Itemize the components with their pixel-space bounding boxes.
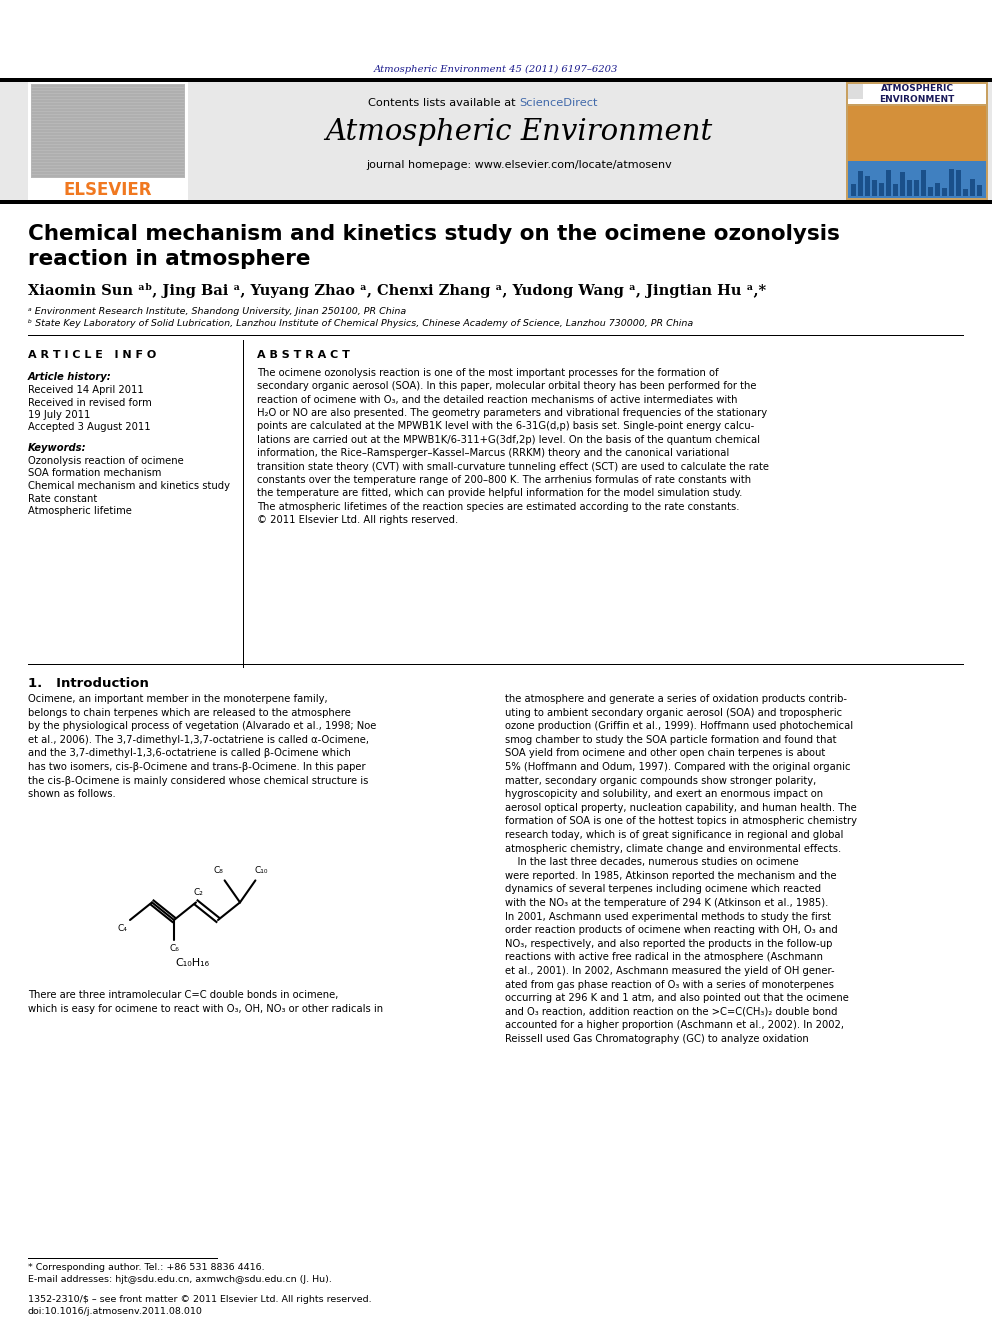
Text: Received in revised form: Received in revised form	[28, 397, 152, 407]
Text: reaction in atmosphere: reaction in atmosphere	[28, 249, 310, 269]
Bar	[0, 82, 992, 200]
Bar	[848, 83, 986, 105]
Text: A B S T R A C T: A B S T R A C T	[257, 351, 350, 360]
Text: C₄: C₄	[117, 923, 127, 933]
Text: Chemical mechanism and kinetics study: Chemical mechanism and kinetics study	[28, 482, 230, 491]
Text: Received 14 April 2011: Received 14 April 2011	[28, 385, 144, 396]
Text: Xiaomin Sun ᵃᵇ, Jing Bai ᵃ, Yuyang Zhao ᵃ, Chenxi Zhang ᵃ, Yudong Wang ᵃ, Jingti: Xiaomin Sun ᵃᵇ, Jing Bai ᵃ, Yuyang Zhao …	[28, 283, 766, 298]
Bar	[928, 187, 933, 196]
Bar	[921, 169, 926, 196]
Text: 19 July 2011: 19 July 2011	[28, 410, 90, 419]
Text: SOA formation mechanism: SOA formation mechanism	[28, 468, 162, 479]
Bar	[243, 340, 244, 668]
Bar	[956, 169, 961, 196]
Bar	[0, 200, 992, 204]
Text: Atmospheric Environment: Atmospheric Environment	[325, 118, 712, 146]
Bar	[848, 161, 986, 198]
Text: ᵃ Environment Research Institute, Shandong University, Jinan 250100, PR China: ᵃ Environment Research Institute, Shando…	[28, 307, 407, 316]
Text: E-mail addresses: hjt@sdu.edu.cn, axmwch@sdu.edu.cn (J. Hu).: E-mail addresses: hjt@sdu.edu.cn, axmwch…	[28, 1275, 332, 1285]
Text: Keywords:: Keywords:	[28, 443, 86, 452]
Bar	[914, 180, 919, 196]
Bar	[977, 185, 982, 196]
Text: ELSEVIER: ELSEVIER	[63, 181, 152, 198]
Bar	[848, 83, 863, 99]
Text: doi:10.1016/j.atmosenv.2011.08.010: doi:10.1016/j.atmosenv.2011.08.010	[28, 1307, 203, 1316]
Bar	[893, 184, 898, 196]
Text: Article history:: Article history:	[28, 372, 112, 382]
Bar	[886, 169, 891, 196]
Text: 1.   Introduction: 1. Introduction	[28, 677, 149, 691]
Text: Atmospheric lifetime: Atmospheric lifetime	[28, 505, 132, 516]
Text: Chemical mechanism and kinetics study on the ocimene ozonolysis: Chemical mechanism and kinetics study on…	[28, 224, 840, 243]
Text: The ocimene ozonolysis reaction is one of the most important processes for the f: The ocimene ozonolysis reaction is one o…	[257, 368, 769, 525]
Bar	[900, 172, 905, 196]
Bar	[907, 180, 912, 196]
Text: 1352-2310/$ – see front matter © 2011 Elsevier Ltd. All rights reserved.: 1352-2310/$ – see front matter © 2011 El…	[28, 1295, 372, 1304]
Text: journal homepage: www.elsevier.com/locate/atmosenv: journal homepage: www.elsevier.com/locat…	[366, 160, 672, 169]
Text: C₁₀H₁₆: C₁₀H₁₆	[176, 958, 209, 968]
Text: C₈: C₈	[213, 867, 223, 876]
Bar	[872, 180, 877, 196]
Bar	[31, 83, 185, 179]
Text: the atmosphere and generate a series of oxidation products contrib-
uting to amb: the atmosphere and generate a series of …	[505, 695, 857, 1044]
Bar	[949, 169, 954, 196]
Text: * Corresponding author. Tel.: +86 531 8836 4416.: * Corresponding author. Tel.: +86 531 88…	[28, 1263, 265, 1271]
Text: ᵇ State Key Laboratory of Solid Lubrication, Lanzhou Institute of Chemical Physi: ᵇ State Key Laboratory of Solid Lubricat…	[28, 319, 693, 328]
Text: ATMOSPHERIC
ENVIRONMENT: ATMOSPHERIC ENVIRONMENT	[879, 85, 954, 103]
Bar	[935, 183, 940, 196]
Bar	[858, 171, 863, 196]
Text: Contents lists available at: Contents lists available at	[368, 98, 519, 108]
Text: Rate constant: Rate constant	[28, 493, 97, 504]
Bar	[846, 82, 988, 200]
Bar	[848, 106, 986, 161]
Text: C₂: C₂	[193, 889, 203, 897]
Text: ScienceDirect: ScienceDirect	[519, 98, 597, 108]
Bar	[970, 179, 975, 196]
Bar	[28, 82, 188, 200]
Bar	[0, 78, 992, 82]
Text: There are three intramolecular C=C double bonds in ocimene,
which is easy for oc: There are three intramolecular C=C doubl…	[28, 990, 383, 1013]
Bar	[851, 184, 856, 196]
Text: Ocimene, an important member in the monoterpene family,
belongs to chain terpene: Ocimene, an important member in the mono…	[28, 695, 376, 799]
Bar	[879, 183, 884, 196]
Bar	[865, 176, 870, 196]
Bar	[963, 189, 968, 196]
Text: Atmospheric Environment 45 (2011) 6197–6203: Atmospheric Environment 45 (2011) 6197–6…	[374, 65, 618, 74]
Text: C₁₀: C₁₀	[255, 867, 268, 876]
Text: A R T I C L E   I N F O: A R T I C L E I N F O	[28, 351, 157, 360]
Text: C₆: C₆	[169, 943, 179, 953]
Text: Ozonolysis reaction of ocimene: Ozonolysis reaction of ocimene	[28, 456, 184, 466]
Bar	[942, 188, 947, 196]
Text: Accepted 3 August 2011: Accepted 3 August 2011	[28, 422, 151, 433]
